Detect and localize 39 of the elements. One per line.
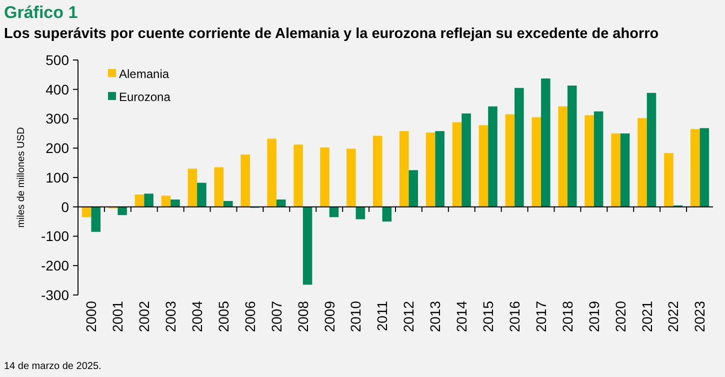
- x-tick-label: 2015: [480, 300, 496, 332]
- x-tick-label: 2002: [136, 300, 152, 332]
- x-tick-label: 2016: [506, 300, 522, 332]
- y-tick-label: 200: [46, 140, 70, 156]
- legend-label: Alemania: [119, 67, 170, 82]
- y-tick-label: 400: [46, 81, 70, 98]
- legend-label: Eurozona: [119, 90, 171, 104]
- y-tick-label: 0: [61, 198, 70, 215]
- y-tick-label: 500: [46, 52, 70, 68]
- y-tick-label: -100: [40, 228, 70, 244]
- chart-subtitle: Los superávits por cuente corriente de Alemania y la eurozona reflejan su excedente de ahorro: [4, 26, 659, 42]
- x-tick-label: 2023: [692, 300, 708, 332]
- y-tick-label: -200: [40, 258, 70, 274]
- x-tick-label: 2019: [586, 300, 602, 332]
- x-tick-label: 2001: [110, 300, 126, 332]
- text: 14 de marzo de 2025.: [4, 361, 102, 372]
- y-tick-label: 100: [46, 169, 70, 186]
- x-tick-label: 2009: [321, 300, 338, 332]
- y-tick-label: 300: [46, 110, 70, 127]
- x-tick-label: 2017: [532, 300, 549, 332]
- x-tick-label: 2010: [348, 300, 364, 332]
- chart-title: Gráfico 1: [4, 3, 78, 22]
- x-tick-label: 2018: [559, 300, 576, 332]
- x-tick-label: 2007: [268, 300, 284, 332]
- x-tick-label: 2008: [294, 300, 311, 332]
- x-tick-label: 2021: [638, 300, 655, 332]
- y-axis-title: miles de millones USD: [16, 127, 27, 228]
- x-tick-label: 2000: [83, 300, 100, 332]
- x-tick-label: 2004: [188, 300, 205, 332]
- x-tick-label: 2013: [427, 300, 444, 332]
- x-tick-label: 2022: [665, 300, 682, 332]
- x-tick-label: 2014: [454, 300, 470, 332]
- x-tick-label: 2005: [215, 300, 232, 332]
- x-tick-label: 2020: [612, 300, 628, 332]
- y-tick-label: -300: [40, 286, 70, 303]
- x-tick-label: 2006: [242, 300, 258, 332]
- x-tick-label: 2003: [162, 300, 179, 332]
- x-tick-label: 2011: [374, 300, 390, 332]
- x-tick-label: 2012: [400, 300, 417, 332]
